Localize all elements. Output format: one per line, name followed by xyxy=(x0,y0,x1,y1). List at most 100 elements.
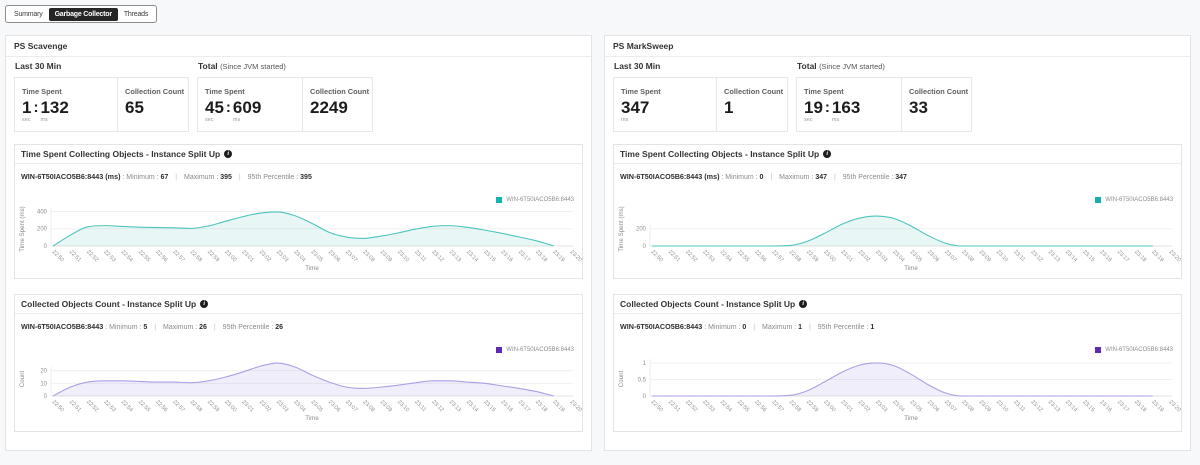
panel-body: Last 30 Min Time Spent 347 ms Collection Cou… xyxy=(605,61,1190,432)
metric-number: 347 xyxy=(621,98,650,117)
svg-text:Time Spent (ms): Time Spent (ms) xyxy=(618,206,625,252)
svg-text:23:04: 23:04 xyxy=(891,399,905,413)
svg-text:23:08: 23:08 xyxy=(361,399,375,413)
svg-text:23:04: 23:04 xyxy=(891,249,905,263)
svg-text:23:06: 23:06 xyxy=(327,249,341,263)
stats-instance: WIN-6T50IACO5B6:8443 xyxy=(21,322,104,331)
svg-text:23:07: 23:07 xyxy=(943,399,957,413)
panel-body: Last 30 Min Time Spent 1 sec:132 ms Collectio… xyxy=(6,61,591,432)
info-icon[interactable]: i xyxy=(823,150,832,158)
svg-text:0: 0 xyxy=(44,244,48,250)
svg-text:23:08: 23:08 xyxy=(960,249,974,263)
metric-value: 1 xyxy=(724,99,781,123)
metric-time-spent: Time Spent 1 sec:132 ms xyxy=(15,78,117,131)
svg-text:23:19: 23:19 xyxy=(1150,249,1164,263)
stats-minimum: 0 xyxy=(759,174,764,181)
svg-text:23:20: 23:20 xyxy=(1168,399,1181,413)
panel-title: PS MarkSweep xyxy=(613,41,674,51)
svg-text:23:03: 23:03 xyxy=(874,249,888,263)
stats-percentile: 1 xyxy=(870,324,875,331)
svg-text:1: 1 xyxy=(643,361,647,367)
svg-text:22:53: 22:53 xyxy=(102,249,116,263)
svg-text:22:53: 22:53 xyxy=(701,399,715,413)
svg-text:22:51: 22:51 xyxy=(68,249,82,263)
chart-legend[interactable]: WIN-6T50IACO5B6:8443 xyxy=(614,195,1173,204)
legend-label: WIN-6T50IACO5B6:8443 xyxy=(1105,196,1173,203)
chart-card-2: Time Spent Collecting Objects - Instance… xyxy=(613,144,1182,279)
legend-swatch xyxy=(496,196,503,203)
metric-colon: : xyxy=(225,99,231,116)
chart-card-header: Collected Objects Count - Instance Split… xyxy=(15,295,582,314)
chart-legend[interactable]: WIN-6T50IACO5B6:8443 xyxy=(614,345,1173,354)
stats-minimum: 0 xyxy=(742,324,747,331)
svg-text:22:59: 22:59 xyxy=(805,249,819,263)
svg-text:22:57: 22:57 xyxy=(770,249,784,263)
svg-text:22:55: 22:55 xyxy=(736,249,750,263)
panel-ps-marksweep: PS MarkSweep Last 30 Min Time Spent 347 ms Co… xyxy=(604,35,1191,451)
metric-unit xyxy=(125,117,144,123)
svg-text:Time Spent (ms): Time Spent (ms) xyxy=(19,206,26,252)
section-label-text: Total xyxy=(797,61,817,71)
svg-text:23:12: 23:12 xyxy=(1029,249,1043,263)
metric-label: Collection Count xyxy=(724,87,784,96)
svg-text:23:20: 23:20 xyxy=(569,399,582,413)
info-icon[interactable]: i xyxy=(799,300,808,308)
svg-text:22:51: 22:51 xyxy=(68,399,82,413)
svg-text:22:51: 22:51 xyxy=(667,249,681,263)
svg-text:23:11: 23:11 xyxy=(413,399,427,413)
info-icon[interactable]: i xyxy=(224,150,233,158)
tab-threads[interactable]: Threads xyxy=(123,10,149,18)
metric-unit xyxy=(310,117,348,123)
svg-text:23:06: 23:06 xyxy=(926,399,940,413)
svg-text:23:12: 23:12 xyxy=(1029,399,1043,413)
metric-unit: ms xyxy=(40,117,48,123)
chart-title: Time Spent Collecting Objects - Instance… xyxy=(620,149,820,159)
section-label-text: Last 30 Min xyxy=(614,61,661,71)
svg-text:22:56: 22:56 xyxy=(753,249,767,263)
svg-text:23:00: 23:00 xyxy=(223,249,237,263)
tab-summary[interactable]: Summary xyxy=(14,10,43,18)
chart-card-header: Time Spent Collecting Objects - Instance… xyxy=(15,145,582,164)
svg-text:23:20: 23:20 xyxy=(569,249,582,263)
legend-label: WIN-6T50IACO5B6:8443 xyxy=(506,196,574,203)
svg-text:0: 0 xyxy=(44,394,48,400)
svg-text:23:17: 23:17 xyxy=(1116,399,1130,413)
legend-label: WIN-6T50IACO5B6:8443 xyxy=(1105,346,1173,353)
svg-text:22:55: 22:55 xyxy=(137,399,151,413)
svg-text:22:56: 22:56 xyxy=(154,399,168,413)
info-icon[interactable]: i xyxy=(200,300,209,308)
svg-text:23:00: 23:00 xyxy=(223,399,237,413)
svg-text:400: 400 xyxy=(37,209,48,215)
chart-card-header: Collected Objects Count - Instance Split… xyxy=(614,295,1181,314)
tab-garbage-collector[interactable]: Garbage Collector xyxy=(48,7,118,21)
svg-text:23:14: 23:14 xyxy=(465,399,479,413)
metric-value-part: 33 xyxy=(909,99,928,123)
chart-title: Collected Objects Count - Instance Split… xyxy=(21,299,197,309)
svg-text:23:01: 23:01 xyxy=(241,399,255,413)
metric-unit: sec xyxy=(205,117,214,123)
chart-plot: 0 0.5 1 Count 22:50 22:51 22:52 22:53 22:54 22:55… xyxy=(618,358,1181,422)
metric-collection-count: Collection Count 2249 xyxy=(302,78,372,131)
chart-legend[interactable]: WIN-6T50IACO5B6:8443 xyxy=(15,345,574,354)
chart-legend[interactable]: WIN-6T50IACO5B6:8443 xyxy=(15,195,574,204)
svg-text:Count: Count xyxy=(618,370,625,387)
chart-card-1: Time Spent Collecting Objects - Instance… xyxy=(14,144,583,279)
chart-stats: WIN-6T50IACO5B6:8443 : Minimum : 5 | Max… xyxy=(21,322,283,331)
metric-sections: Last 30 Min Time Spent 1 sec:132 ms Collectio… xyxy=(14,61,583,132)
svg-text:23:13: 23:13 xyxy=(448,249,462,263)
metric-value-part: 19 sec xyxy=(804,99,823,124)
metric-colon: : xyxy=(824,99,830,116)
svg-text:23:10: 23:10 xyxy=(995,249,1009,263)
svg-text:23:09: 23:09 xyxy=(379,249,393,263)
tab-bar: Summary Garbage Collector Threads xyxy=(5,5,158,23)
svg-text:23:13: 23:13 xyxy=(1047,249,1061,263)
section-label-suffix: (Since JVM started) xyxy=(220,62,286,71)
stats-instance: WIN-6T50IACO5B6:8443 xyxy=(620,322,703,331)
svg-text:23:00: 23:00 xyxy=(822,249,836,263)
svg-text:23:16: 23:16 xyxy=(500,249,514,263)
svg-text:22:54: 22:54 xyxy=(719,249,733,263)
svg-text:22:58: 22:58 xyxy=(189,249,203,263)
metric-colon: : xyxy=(33,99,39,116)
metric-value-part: 1 sec xyxy=(22,99,31,124)
chart-stats: WIN-6T50IACO5B6:8443 (ms) : Minimum : 0 … xyxy=(620,172,907,181)
